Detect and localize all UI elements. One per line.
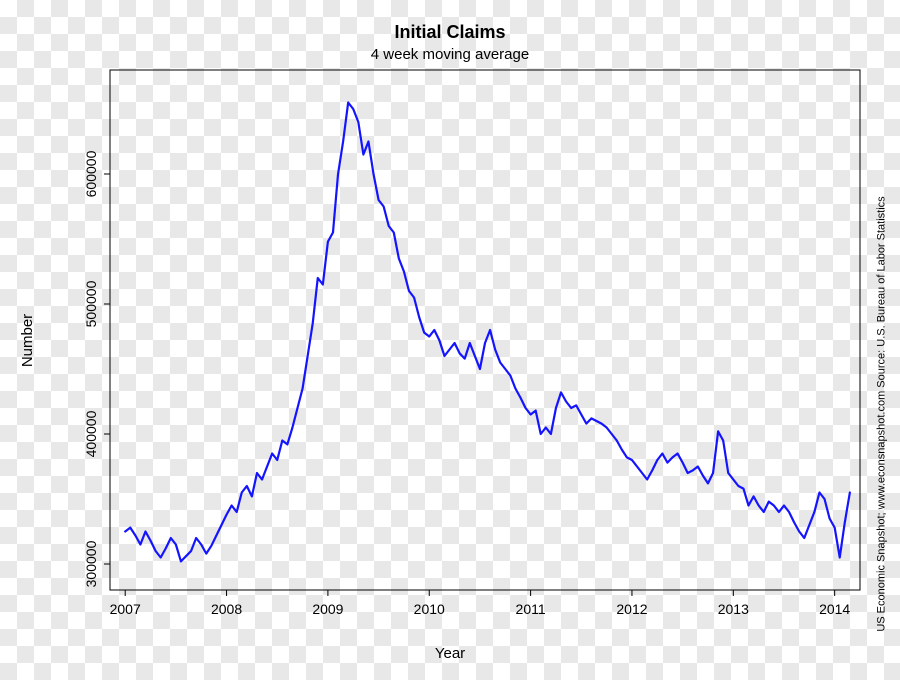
x-tick-label: 2011 [516,601,546,617]
x-tick-label: 2010 [414,601,445,617]
data-line [125,103,850,562]
x-tick-label: 2014 [819,601,850,617]
y-tick-label: 600000 [83,150,99,197]
x-tick-label: 2012 [616,601,647,617]
x-tick-label: 2008 [211,601,242,617]
y-tick-label: 400000 [83,410,99,457]
x-tick-label: 2013 [718,601,749,617]
x-tick-label: 2007 [110,601,141,617]
y-tick-label: 500000 [83,280,99,327]
y-tick-label: 300000 [83,540,99,587]
chart-svg: 2007 2008 2009 2010 2011 2012 2013 2014 300000 40… [0,0,900,680]
x-tick-label: 2009 [312,601,343,617]
